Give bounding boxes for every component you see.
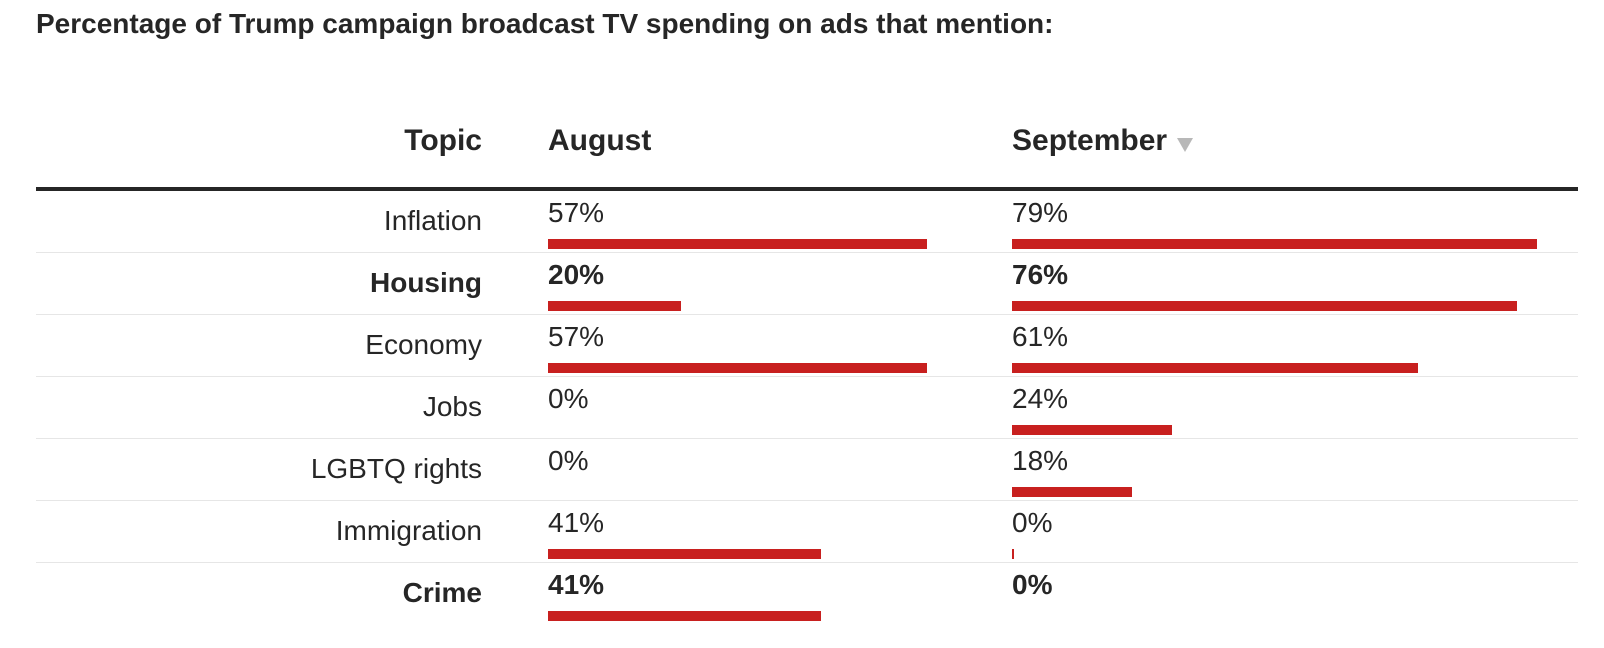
september-bar xyxy=(1012,363,1418,373)
topic-label: Jobs xyxy=(422,391,482,422)
topic-label: Inflation xyxy=(383,205,482,236)
september-value-label: 0% xyxy=(1012,507,1053,538)
topic-label: LGBTQ rights xyxy=(310,453,482,484)
column-header-september-label: September xyxy=(1012,124,1168,157)
august-value-label: 0% xyxy=(548,383,589,414)
table-row: Immigration 41% 0% xyxy=(36,501,1578,563)
august-value-label: 57% xyxy=(548,321,605,352)
september-value-label: 79% xyxy=(1012,197,1069,228)
august-bar xyxy=(548,611,821,621)
august-value-label: 57% xyxy=(548,197,605,228)
september-value-label: 76% xyxy=(1012,259,1069,290)
september-bar xyxy=(1012,425,1172,435)
table-row: Jobs 0% 24% xyxy=(36,377,1578,439)
september-bar xyxy=(1012,549,1014,559)
topic-label: Economy xyxy=(365,329,482,360)
august-value-label: 0% xyxy=(548,445,589,476)
august-bar xyxy=(548,301,681,311)
table-row: Inflation 57% 79% xyxy=(36,191,1578,253)
column-header-topic[interactable]: Topic xyxy=(404,124,482,157)
table-row: Housing 20% 76% xyxy=(36,253,1578,315)
september-value-label: 18% xyxy=(1012,445,1069,476)
august-bar xyxy=(548,549,821,559)
september-bar xyxy=(1012,487,1132,497)
table-row: Crime 41% 0% xyxy=(36,563,1578,625)
table-row: LGBTQ rights 0% 18% xyxy=(36,439,1578,501)
august-bar xyxy=(548,363,927,373)
column-header-september[interactable]: September xyxy=(1012,124,1194,158)
sort-descending-icon[interactable] xyxy=(1177,138,1194,152)
september-value-label: 24% xyxy=(1012,383,1069,414)
august-value-label: 41% xyxy=(548,507,605,538)
august-value-label: 41% xyxy=(548,569,605,600)
topic-label: Crime xyxy=(402,577,482,608)
september-bar xyxy=(1012,301,1517,311)
table-body: Inflation 57% 79% Housing 20% 76% Economy 57% 61… xyxy=(36,191,1578,625)
september-bar xyxy=(1012,239,1537,249)
september-value-label: 61% xyxy=(1012,321,1069,352)
chart-title: Percentage of Trump campaign broadcast T… xyxy=(36,8,1054,39)
table-row: Economy 57% 61% xyxy=(36,315,1578,377)
topic-label: Immigration xyxy=(335,515,482,546)
column-header-august[interactable]: August xyxy=(548,124,652,157)
august-value-label: 20% xyxy=(548,259,605,290)
topic-label: Housing xyxy=(370,267,482,298)
header-rule xyxy=(36,187,1578,191)
september-value-label: 0% xyxy=(1012,569,1053,600)
august-bar xyxy=(548,239,927,249)
